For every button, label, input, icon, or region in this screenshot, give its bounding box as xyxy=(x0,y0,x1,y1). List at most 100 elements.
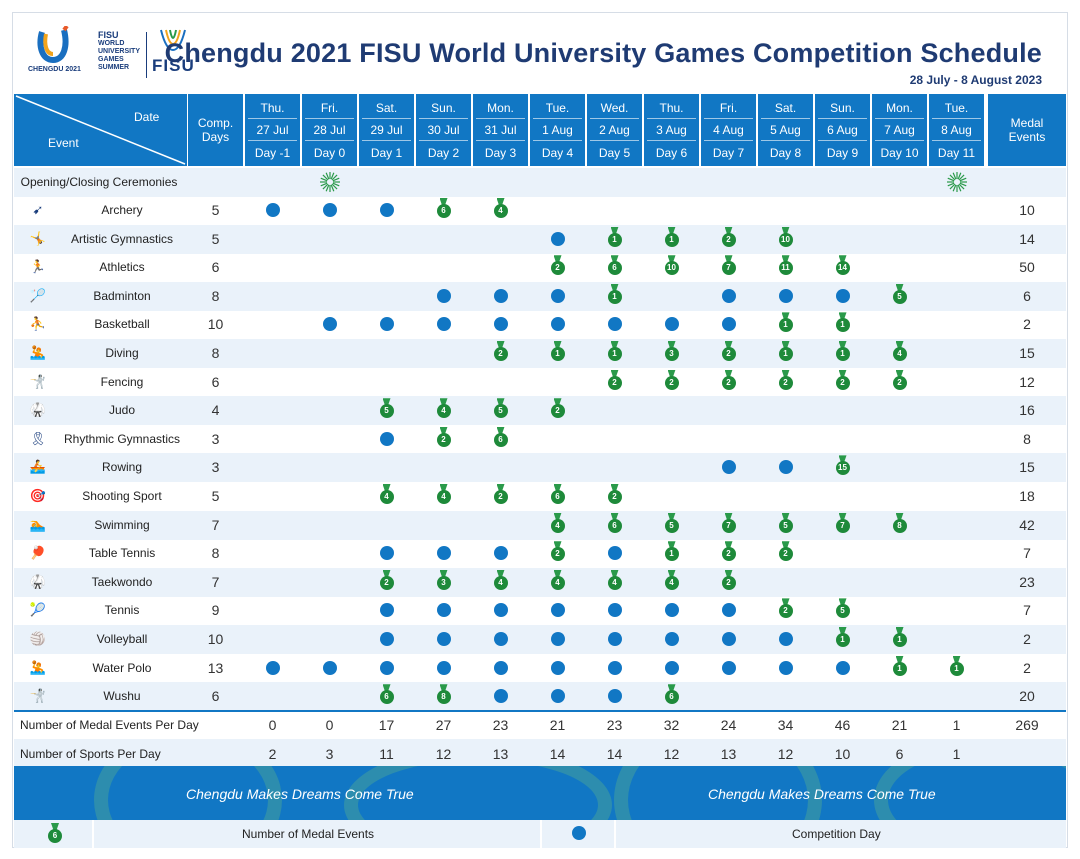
event-name: Badminton xyxy=(93,288,151,303)
row-band xyxy=(14,682,1066,712)
competition-day-dot xyxy=(550,689,565,704)
games-logo: CHENGDU 2021 FISU WORLD UNIVERSITY GAMES… xyxy=(28,26,214,86)
date-range: 28 July - 8 August 2023 xyxy=(909,73,1042,87)
competition-day-dot xyxy=(265,203,280,217)
header-comp-days: Comp. Days xyxy=(188,94,243,166)
header-day-10: Sun. 6 Aug Day 9 xyxy=(815,94,870,166)
event-name: Fencing xyxy=(100,374,144,389)
medal-icon: 4 xyxy=(892,341,907,361)
comp-days: 3 xyxy=(211,430,220,447)
ceremony-label: Opening/Closing Ceremonies xyxy=(20,175,178,189)
medal-icon: 6 xyxy=(664,684,679,705)
comp-days: 5 xyxy=(211,488,220,504)
medals-per-day: 1 xyxy=(952,717,961,733)
competition-day-dot xyxy=(436,632,451,646)
competition-day-dot xyxy=(721,317,736,332)
legend-medal-label: Number of Medal Events xyxy=(242,827,375,841)
medal-icon: 1 xyxy=(550,341,565,361)
medal-icon: 2 xyxy=(436,426,451,447)
medal-icon: 2 xyxy=(607,369,622,390)
competition-day-dot xyxy=(664,660,679,675)
comp-days: 4 xyxy=(211,402,220,419)
header-day-7: Thu. 3 Aug Day 6 xyxy=(644,94,699,166)
row-band xyxy=(14,625,1066,654)
medal-events: 2 xyxy=(1023,631,1031,647)
competition-day-dot xyxy=(436,603,451,618)
event-name: Water Polo xyxy=(92,660,152,675)
event-name: Tennis xyxy=(104,603,140,618)
medal-events: 50 xyxy=(1019,259,1035,276)
comp-days: 9 xyxy=(211,602,220,619)
slogan-right: Chengdu Makes Dreams Come True xyxy=(708,786,936,802)
competition-day-dot xyxy=(664,317,679,332)
medal-icon: 1 xyxy=(664,541,679,562)
medal-icon: 5 xyxy=(892,283,907,304)
medal-icon: 5 xyxy=(664,512,679,533)
row-band xyxy=(14,567,1066,597)
medal-icon: 2 xyxy=(493,341,508,361)
medal-icon: 4 xyxy=(436,484,451,504)
event-name: Athletics xyxy=(99,260,145,275)
header-corner: Date Event xyxy=(14,94,187,166)
competition-day-dot xyxy=(550,288,565,303)
competition-day-dot xyxy=(778,460,793,475)
sports-per-day: 10 xyxy=(834,746,851,762)
competition-day-dot xyxy=(664,603,679,618)
competition-day-dot xyxy=(550,603,565,618)
medal-icon: 1 xyxy=(778,341,793,361)
slogan-left: Chengdu Makes Dreams Come True xyxy=(186,786,414,802)
chengdu-logo-icon xyxy=(37,26,69,64)
medal-icon: 2 xyxy=(778,598,793,619)
header-day-8: Fri. 4 Aug Day 7 xyxy=(701,94,756,166)
medal-events: 15 xyxy=(1019,459,1035,476)
header-medal-events: Medal Events xyxy=(988,94,1066,166)
competition-day-dot xyxy=(607,603,622,618)
competition-day-dot xyxy=(721,288,736,303)
competition-day-dot xyxy=(721,460,736,475)
medal-events: 16 xyxy=(1019,402,1035,419)
medals-per-day: 34 xyxy=(777,717,794,733)
event-name: Basketball xyxy=(94,317,150,332)
medal-icon: 6 xyxy=(607,255,622,276)
comp-days: 5 xyxy=(211,230,220,247)
medals-per-day: 32 xyxy=(663,717,680,733)
medal-events: 7 xyxy=(1023,545,1031,562)
competition-day-dot xyxy=(721,660,736,675)
header-day-4: Mon. 31 Jul Day 3 xyxy=(473,94,528,166)
sports-row-band xyxy=(14,739,1066,768)
header-day-6: Wed. 2 Aug Day 5 xyxy=(587,94,642,166)
competition-day-dot xyxy=(436,660,451,675)
comp-days: 6 xyxy=(211,688,220,705)
page-title: Chengdu 2021 FISU World University Games… xyxy=(164,38,1042,68)
sports-per-day-label: Number of Sports Per Day xyxy=(20,747,161,761)
medal-events: 18 xyxy=(1019,488,1035,504)
rhythmic-gymnastics-icon: 🎗 xyxy=(29,430,47,446)
event-name: Volleyball xyxy=(96,632,148,646)
closing-firework-icon xyxy=(943,171,971,193)
event-name: Rowing xyxy=(101,460,143,475)
competition-day-dot xyxy=(322,660,337,675)
comp-days: 3 xyxy=(211,459,220,476)
competition-day-dot xyxy=(607,660,622,675)
medal-events: 23 xyxy=(1019,573,1035,590)
competition-day-dot xyxy=(322,317,337,332)
medals-per-day: 21 xyxy=(549,717,566,733)
row-band xyxy=(14,453,1066,483)
medal-icon: 6 xyxy=(550,484,565,504)
volleyball-icon: 🏐 xyxy=(29,631,47,646)
medals-per-day-label: Number of Medal Events Per Day xyxy=(20,718,199,732)
competition-day-dot xyxy=(379,431,394,446)
medal-icon: 4 xyxy=(607,569,622,590)
competition-day-dot xyxy=(607,689,622,704)
competition-day-dot xyxy=(493,317,508,332)
comp-days: 8 xyxy=(211,345,220,361)
diving-icon: 🤽 xyxy=(29,345,47,360)
sports-per-day: 14 xyxy=(606,746,623,762)
competition-day-dot xyxy=(778,288,793,303)
competition-day-dot xyxy=(493,288,508,303)
medal-icon: 5 xyxy=(778,512,793,533)
comp-days: 6 xyxy=(211,259,220,276)
swimming-icon: 🏊 xyxy=(29,516,47,532)
header-day-9: Sat. 5 Aug Day 8 xyxy=(758,94,813,166)
competition-day-dot xyxy=(607,317,622,332)
